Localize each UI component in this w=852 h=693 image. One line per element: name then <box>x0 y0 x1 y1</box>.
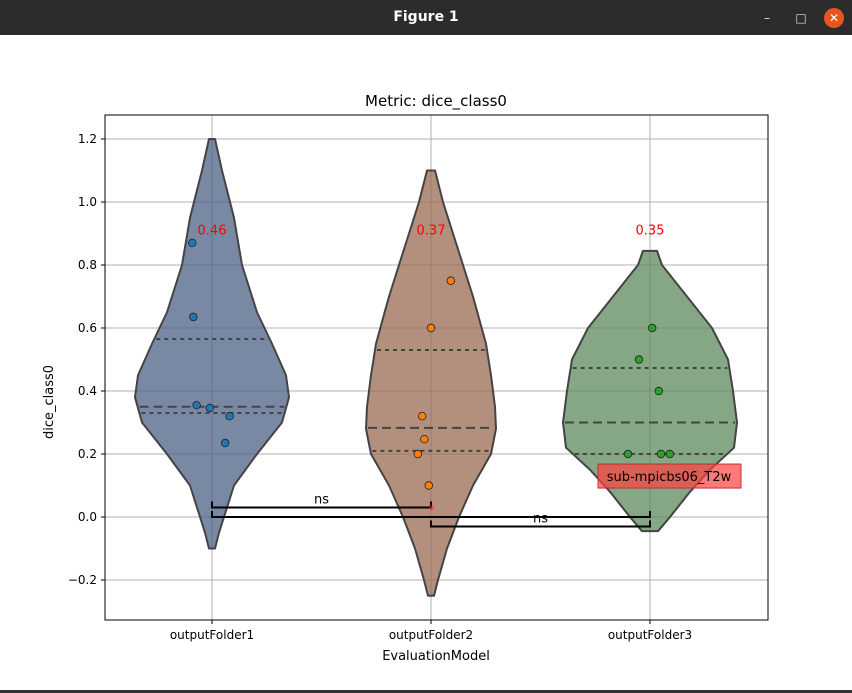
data-point <box>413 449 422 459</box>
mean-label: 0.35 <box>636 224 665 239</box>
x-axis-label: EvaluationModel <box>382 649 490 664</box>
window-border <box>0 690 852 693</box>
y-tick-label: 0.4 <box>78 384 97 398</box>
significance-bar <box>211 501 432 509</box>
significance-bar <box>430 520 651 528</box>
data-point <box>205 403 214 413</box>
plot-frame <box>104 114 769 621</box>
y-tick-label: −0.2 <box>68 573 97 587</box>
data-point <box>426 323 436 333</box>
y-axis-label: dice_class0 <box>42 365 57 439</box>
violin-chart: Metric: dice_class0 EvaluationModel dice… <box>42 92 769 664</box>
data-point <box>420 434 429 444</box>
significance-bar <box>211 511 651 518</box>
x-tick-label: outputFolder2 <box>389 628 473 642</box>
mean-label: 0.37 <box>417 224 446 239</box>
mean-label: 0.46 <box>198 224 227 239</box>
violin-body <box>365 169 497 597</box>
y-tick-label: 0.2 <box>78 447 97 461</box>
significance-label: ns <box>314 493 329 508</box>
window-title: Figure 1 <box>393 9 459 25</box>
x-tick-label: outputFolder3 <box>608 628 692 642</box>
data-point <box>623 449 633 459</box>
data-point <box>446 276 455 285</box>
y-tick-label: 1.0 <box>78 195 97 209</box>
y-tick-label: 1.2 <box>78 132 97 146</box>
data-point <box>189 312 198 322</box>
violin-body <box>562 249 738 533</box>
data-point <box>424 481 433 490</box>
y-tick-label: 0.6 <box>78 321 97 335</box>
maximize-button[interactable]: □ <box>795 11 807 25</box>
data-point <box>225 412 234 421</box>
y-tick-label: 0.8 <box>78 258 97 272</box>
data-point <box>648 323 657 333</box>
minimize-button[interactable]: – <box>764 11 770 25</box>
data-point <box>656 449 666 459</box>
data-point <box>192 400 201 410</box>
significance-label: ns <box>533 511 548 526</box>
close-button[interactable]: ✕ <box>824 8 844 28</box>
data-point <box>418 412 427 421</box>
outlier-marker: * <box>428 503 434 517</box>
violin-body <box>134 138 290 550</box>
data-point <box>220 438 230 448</box>
annotation-label: sub-mpicbs06_T2w <box>607 470 732 485</box>
data-point <box>654 386 663 396</box>
data-point <box>665 449 674 459</box>
y-tick-label: 0.0 <box>78 510 97 524</box>
window-titlebar: Figure 1 – □ ✕ <box>0 0 852 35</box>
data-point <box>187 238 197 248</box>
x-tick-label: outputFolder1 <box>170 628 254 642</box>
data-point <box>634 355 644 364</box>
annotation-box <box>597 463 742 489</box>
chart-title: Metric: dice_class0 <box>365 92 507 111</box>
